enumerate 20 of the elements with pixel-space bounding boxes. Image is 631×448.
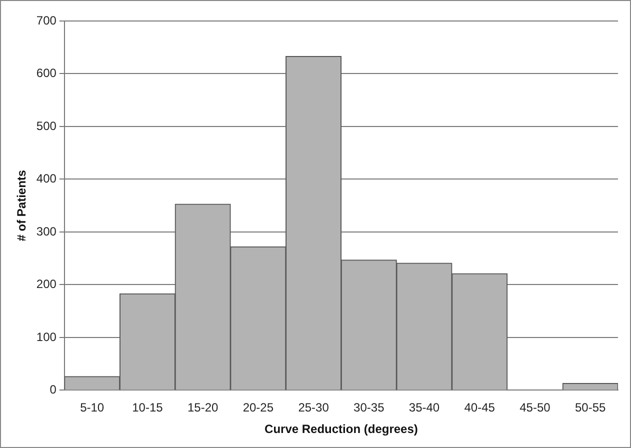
x-tick-label: 45-50 <box>520 400 551 415</box>
x-axis-title: Curve Reduction (degrees) <box>264 422 418 436</box>
x-tick-label: 30-35 <box>354 400 385 415</box>
x-tick-label: 25-30 <box>298 400 330 415</box>
y-tick-label: 300 <box>36 224 57 238</box>
y-tick-label: 200 <box>36 277 57 292</box>
y-tick-label: 600 <box>36 66 57 80</box>
y-tick-label: 0 <box>50 382 57 397</box>
y-tick-label: 700 <box>36 13 57 28</box>
x-tick-label: 5-10 <box>80 400 104 415</box>
x-tick-label: 20-25 <box>242 400 274 415</box>
x-tick-label: 35-40 <box>408 400 440 415</box>
x-tick-label: 15-20 <box>187 400 218 415</box>
y-tick-label: 100 <box>36 330 57 344</box>
x-tick-label: 50-55 <box>574 400 606 415</box>
x-tick-label: 10-15 <box>132 400 164 415</box>
y-tick-label: 500 <box>36 118 57 133</box>
x-tick-label: 40-45 <box>464 400 496 415</box>
y-tick-label: 400 <box>36 172 57 186</box>
y-axis-title: # of Patients <box>14 170 29 242</box>
